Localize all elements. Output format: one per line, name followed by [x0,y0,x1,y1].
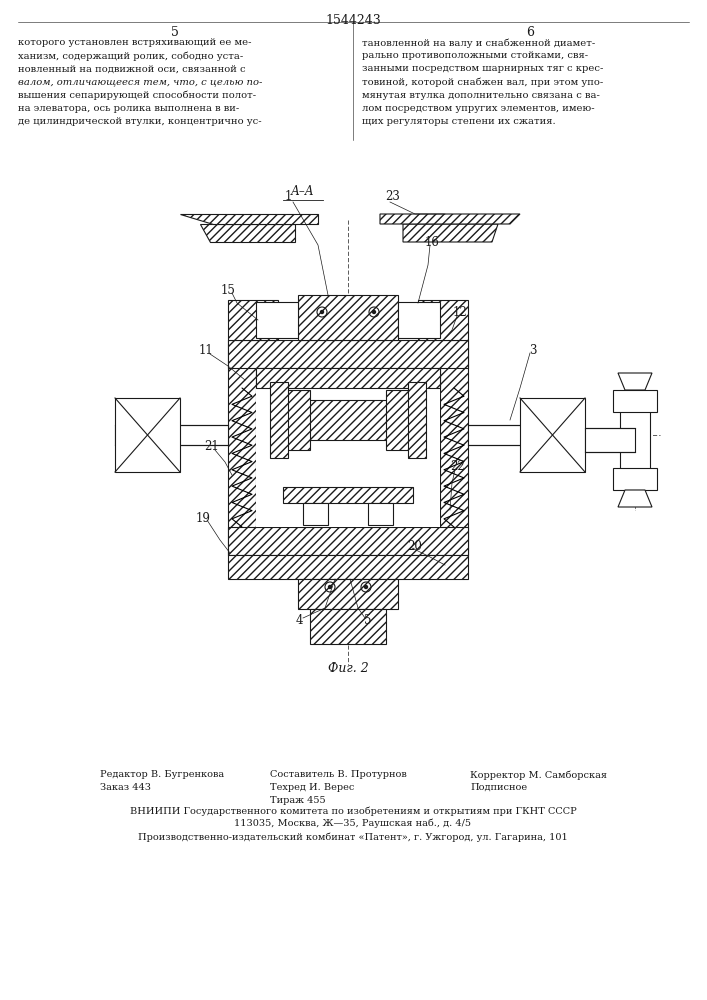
Bar [620,395,650,485]
Text: 11: 11 [199,344,214,358]
Bar [613,468,657,490]
Text: которого установлен встряхивающий ее ме-: которого установлен встряхивающий ее ме- [18,38,252,47]
Text: Составитель В. Протурнов: Составитель В. Протурнов [270,770,407,779]
Circle shape [373,310,375,314]
Text: занными посредством шарнирных тяг с крес-: занными посредством шарнирных тяг с крес… [362,64,603,73]
Text: 19: 19 [196,512,211,524]
Text: валом, отличающееся тем, что, с целью по-: валом, отличающееся тем, что, с целью по… [18,78,262,87]
Bar [283,487,413,503]
Text: мянутая втулка дополнительно связана с ва-: мянутая втулка дополнительно связана с в… [362,91,600,100]
Text: 4: 4 [296,613,303,626]
Text: 12: 12 [452,306,467,320]
Bar [386,390,416,450]
Text: 23: 23 [385,190,400,202]
Bar [280,390,310,450]
Text: лом посредством упругих элементов, имею-: лом посредством упругих элементов, имею- [362,104,595,113]
Text: 113035, Москва, Ж—35, Раушская наб., д. 4/5: 113035, Москва, Ж—35, Раушская наб., д. … [235,819,472,828]
Bar [256,368,440,388]
Text: А–А: А–А [291,185,315,198]
Bar [468,425,575,445]
Text: Редактор В. Бугренкова: Редактор В. Бугренкова [100,770,224,779]
Text: щих регуляторы степени их сжатия.: щих регуляторы степени их сжатия. [362,117,556,126]
Polygon shape [200,224,295,242]
Bar [585,428,635,452]
Bar [418,300,468,340]
Bar [256,368,440,527]
Text: 1544243: 1544243 [325,14,381,27]
Text: де цилиндрической втулки, концентрично ус-: де цилиндрической втулки, концентрично у… [18,117,262,126]
Bar [115,398,180,472]
Text: Производственно-издательский комбинат «Патент», г. Ужгород, ул. Гагарина, 101: Производственно-издательский комбинат «П… [138,832,568,842]
Bar [298,295,398,340]
Text: 5: 5 [171,26,179,39]
Polygon shape [403,224,498,242]
Polygon shape [618,490,652,507]
Circle shape [320,310,324,314]
Bar [228,340,256,555]
Text: Тираж 455: Тираж 455 [270,796,326,805]
Text: 22: 22 [450,460,465,474]
Text: 3: 3 [530,344,537,357]
Text: 16: 16 [425,235,440,248]
Bar [228,555,468,579]
Bar [270,382,288,458]
Text: 20: 20 [407,540,423,552]
Bar [368,503,393,525]
Polygon shape [380,214,520,224]
Text: Подписное: Подписное [470,783,527,792]
Text: Техред И. Верес: Техред И. Верес [270,783,354,792]
Text: новленный на подвижной оси, связанной с: новленный на подвижной оси, связанной с [18,64,245,73]
Text: вышения сепарирующей способности полот-: вышения сепарирующей способности полот- [18,91,256,100]
Text: рально противоположными стойками, свя-: рально противоположными стойками, свя- [362,51,588,60]
Polygon shape [180,214,318,224]
Bar [303,503,328,525]
Text: 5: 5 [364,613,372,626]
Bar [115,425,228,445]
Bar [228,527,468,555]
Bar [298,579,398,609]
Text: Фиг. 2: Фиг. 2 [327,662,368,675]
Bar [613,390,657,412]
Bar [310,609,386,644]
Bar [520,398,585,472]
Text: Корректор М. Самборская: Корректор М. Самборская [470,770,607,780]
Circle shape [365,585,368,588]
Bar [228,340,468,368]
Text: 1: 1 [284,190,292,202]
Text: 21: 21 [204,440,219,454]
Bar [408,382,426,458]
Text: тановленной на валу и снабженной диамет-: тановленной на валу и снабженной диамет- [362,38,595,47]
Text: 6: 6 [526,26,534,39]
Bar [398,302,440,338]
Text: 15: 15 [221,284,235,296]
Bar [308,400,388,440]
Text: ВНИИПИ Государственного комитета по изобретениям и открытиям при ГКНТ СССР: ВНИИПИ Государственного комитета по изоб… [129,806,576,816]
Polygon shape [618,373,652,390]
Text: ханизм, содержащий ролик, сободно уста-: ханизм, содержащий ролик, сободно уста- [18,51,243,61]
Circle shape [329,585,332,588]
Bar [440,340,468,555]
Text: товиной, которой снабжен вал, при этом упо-: товиной, которой снабжен вал, при этом у… [362,78,603,87]
Bar [228,300,278,340]
Bar [256,302,298,338]
Text: на элеватора, ось ролика выполнена в ви-: на элеватора, ось ролика выполнена в ви- [18,104,239,113]
Text: Заказ 443: Заказ 443 [100,783,151,792]
